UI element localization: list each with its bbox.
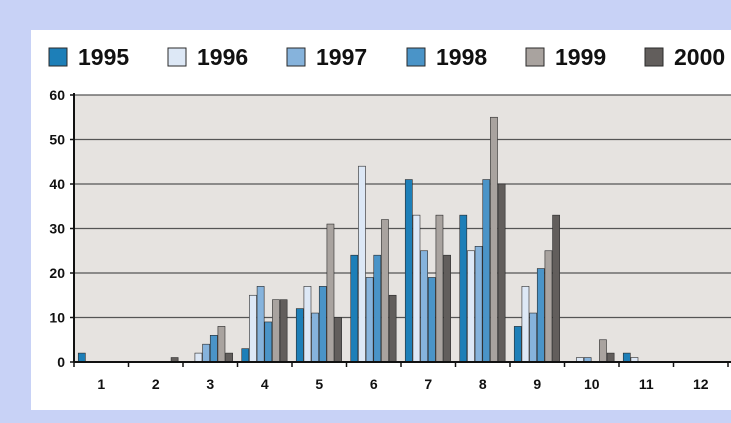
bar [358,165,366,363]
gridlines [74,94,731,319]
bar [264,321,273,363]
y-tick-label: 0 [57,354,65,370]
bar [427,277,436,363]
x-tick-label: 12 [693,376,709,392]
bar [459,214,468,363]
bars-group [77,116,639,363]
legend-swatch [167,47,187,67]
bar [513,326,522,363]
legend-label: 1996 [197,44,248,70]
bar [194,352,203,363]
bar [529,312,537,363]
x-tick-label: 6 [370,376,378,392]
bar [412,214,421,363]
chart-legend: 1995 1996 1997 1998 1999 2000 [48,44,725,70]
bar [77,352,86,363]
legend-swatch [48,47,68,67]
bar [225,352,233,363]
y-tick-label: 20 [49,265,65,281]
bar [202,343,210,363]
bar [326,223,335,363]
x-tick-label: 4 [261,376,269,392]
bar [474,246,483,363]
y-tick-label: 60 [49,87,65,103]
bar [435,214,444,363]
bar [209,334,218,363]
bar [404,179,413,363]
legend-label: 1998 [436,44,487,70]
legend-swatch [525,47,545,67]
legend-swatch [644,47,664,67]
bar [256,286,265,363]
y-tick-label: 30 [49,221,65,237]
x-tick-label: 10 [584,376,600,392]
bar [482,179,491,363]
x-tick-label: 3 [206,376,214,392]
bar [295,308,304,363]
bar [536,268,545,363]
bar [279,299,288,363]
x-tick-label: 11 [639,376,654,392]
bar [241,348,250,363]
bar [373,254,382,363]
bar [318,286,327,363]
bar [334,317,342,363]
bar [350,254,359,363]
bar [599,339,607,363]
bar [490,116,498,363]
bar [420,250,428,363]
x-tick-label: 1 [97,376,105,392]
legend-swatch [286,47,306,67]
bar [443,254,451,363]
bar [606,352,615,363]
x-tick-label: 7 [424,376,432,392]
bar [217,326,226,363]
x-tick-label: 2 [152,376,160,392]
bar [521,286,530,363]
y-tick-label: 40 [49,176,65,192]
chart-panel: 1995 1996 1997 1998 1999 2000 0 10 20 30 40 50 60 1 2… [31,30,731,410]
bar [388,294,397,363]
legend-label: 1999 [555,44,606,70]
bar [249,294,257,363]
bar [544,250,553,363]
bar [467,250,475,363]
y-tick-label: 10 [49,310,65,326]
bar [381,219,389,363]
bar [272,299,280,363]
bar [497,183,506,363]
x-tick-label: 5 [315,376,323,392]
legend-label: 1997 [316,44,367,70]
bar [622,352,631,363]
x-tick-label: 8 [479,376,487,392]
bar [552,214,560,363]
bar [303,286,312,363]
y-tick-label: 50 [49,132,65,148]
x-tick-label: 9 [533,376,541,392]
legend-swatch [406,47,426,67]
bar [311,312,319,363]
bar [365,277,374,363]
legend-label: 2000 [674,44,725,70]
legend-label: 1995 [78,44,129,70]
